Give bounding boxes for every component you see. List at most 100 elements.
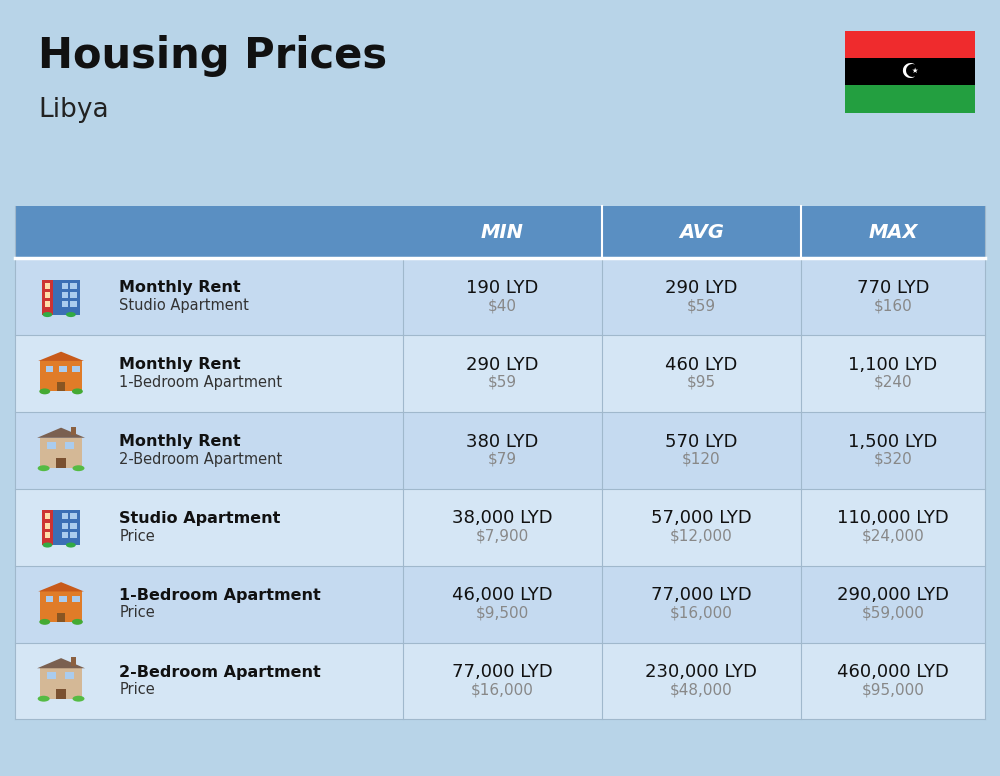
Ellipse shape (73, 696, 84, 702)
Bar (15, 643, 985, 719)
Text: $79: $79 (488, 452, 517, 467)
Text: 2-Bedroom Apartment: 2-Bedroom Apartment (119, 452, 282, 467)
Bar (42, 280, 53, 314)
Bar (62, 293, 68, 298)
Bar (40, 591, 82, 622)
Text: 110,000 LYD: 110,000 LYD (837, 510, 949, 528)
Ellipse shape (43, 542, 52, 548)
Ellipse shape (72, 619, 83, 625)
Ellipse shape (66, 312, 76, 317)
Ellipse shape (72, 389, 83, 394)
Text: $95: $95 (687, 375, 716, 390)
Text: $24,000: $24,000 (861, 528, 924, 544)
Bar (59, 365, 67, 372)
Text: Monthly Rent: Monthly Rent (119, 280, 241, 296)
Text: Studio Apartment: Studio Apartment (119, 511, 281, 526)
Text: 460 LYD: 460 LYD (665, 356, 737, 374)
Bar (70, 283, 77, 289)
Text: $95,000: $95,000 (861, 682, 924, 698)
Text: $120: $120 (682, 452, 721, 467)
Text: 77,000 LYD: 77,000 LYD (452, 663, 553, 681)
Text: $12,000: $12,000 (670, 528, 733, 544)
Text: 2-Bedroom Apartment: 2-Bedroom Apartment (119, 664, 321, 680)
Text: 570 LYD: 570 LYD (665, 433, 738, 451)
Bar (42, 280, 80, 314)
Bar (57, 612, 65, 622)
Bar (15, 335, 985, 412)
Bar (57, 382, 65, 391)
Bar (45, 293, 50, 298)
Bar (56, 458, 66, 468)
Text: $59: $59 (488, 375, 517, 390)
Text: Housing Prices: Housing Prices (38, 35, 387, 77)
Bar (40, 668, 82, 698)
Ellipse shape (73, 466, 84, 471)
Bar (47, 442, 56, 449)
Bar (70, 293, 77, 298)
Text: 290 LYD: 290 LYD (466, 356, 539, 374)
Bar (56, 688, 66, 698)
Bar (42, 511, 80, 545)
Bar (15, 489, 985, 566)
Bar (62, 301, 68, 307)
Text: MAX: MAX (868, 223, 918, 241)
Text: 57,000 LYD: 57,000 LYD (651, 510, 752, 528)
Text: 38,000 LYD: 38,000 LYD (452, 510, 553, 528)
Bar (62, 532, 68, 538)
Text: MIN: MIN (481, 223, 524, 241)
Text: $320: $320 (873, 452, 912, 467)
Bar (45, 301, 50, 307)
Polygon shape (37, 428, 85, 438)
Bar (70, 514, 77, 519)
Ellipse shape (43, 312, 52, 317)
Ellipse shape (39, 389, 50, 394)
Text: 1-Bedroom Apartment: 1-Bedroom Apartment (119, 375, 282, 390)
Text: Libya: Libya (38, 97, 109, 123)
Bar (71, 657, 76, 666)
Text: ☪: ☪ (901, 62, 919, 81)
Text: 770 LYD: 770 LYD (857, 279, 929, 297)
Text: Price: Price (119, 528, 155, 544)
Text: Price: Price (119, 682, 155, 698)
Bar (70, 532, 77, 538)
Bar (72, 365, 80, 372)
Bar (70, 523, 77, 528)
Ellipse shape (39, 619, 50, 625)
Text: $40: $40 (488, 298, 517, 314)
Text: 77,000 LYD: 77,000 LYD (651, 587, 752, 605)
Bar (71, 427, 76, 435)
Text: 190 LYD: 190 LYD (466, 279, 539, 297)
Text: $59,000: $59,000 (861, 605, 924, 621)
Bar (40, 361, 82, 391)
Text: $16,000: $16,000 (471, 682, 534, 698)
Text: $7,900: $7,900 (476, 528, 529, 544)
Bar (62, 514, 68, 519)
Text: 1,100 LYD: 1,100 LYD (848, 356, 937, 374)
Text: $59: $59 (687, 298, 716, 314)
Bar (845, 85, 975, 113)
Bar (47, 673, 56, 679)
Bar (845, 31, 975, 58)
Text: $48,000: $48,000 (670, 682, 733, 698)
Text: $240: $240 (874, 375, 912, 390)
Text: Monthly Rent: Monthly Rent (119, 357, 241, 372)
Ellipse shape (38, 466, 50, 471)
Bar (45, 523, 50, 528)
Text: 1,500 LYD: 1,500 LYD (848, 433, 938, 451)
Polygon shape (38, 352, 84, 361)
Bar (65, 442, 74, 449)
Bar (72, 596, 80, 602)
Polygon shape (38, 582, 84, 591)
Text: 290,000 LYD: 290,000 LYD (837, 587, 949, 605)
Text: $16,000: $16,000 (670, 605, 733, 621)
Bar (62, 283, 68, 289)
Text: Studio Apartment: Studio Apartment (119, 298, 249, 314)
Bar (46, 596, 53, 602)
Bar (45, 532, 50, 538)
Text: 380 LYD: 380 LYD (466, 433, 539, 451)
Bar (62, 523, 68, 528)
Text: $9,500: $9,500 (476, 605, 529, 621)
Text: AVG: AVG (679, 223, 724, 241)
Polygon shape (37, 658, 85, 668)
Bar (46, 365, 53, 372)
